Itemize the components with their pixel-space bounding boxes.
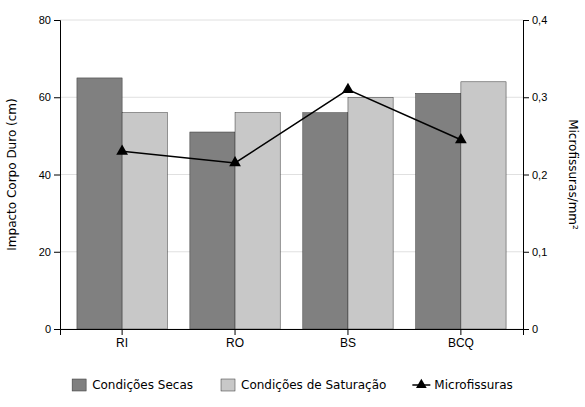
tick-mark [54,20,60,21]
legend-swatch [72,379,86,391]
marker [455,133,467,143]
legend-label: Condições de Saturação [241,378,386,392]
bar-series [122,82,506,329]
tick: 60 [39,91,60,103]
axis-line [54,21,61,330]
tick-mark [460,329,461,335]
legend-label: Microfissuras [434,378,513,392]
tick-label: RI [116,336,128,350]
tick-label: 0,1 [532,246,547,258]
legend-item: Condições Secas [72,378,193,392]
tick-mark [54,252,60,253]
grid [60,20,523,329]
grid-line [60,20,523,21]
legend: Condições Secas Condições de Saturação Mic… [72,378,513,392]
tick-label: 60 [39,91,51,103]
bar [348,97,393,329]
tick-label: 0,2 [532,169,547,181]
tick: 80 [39,14,60,26]
tick: 20 [39,246,60,258]
bar [122,113,167,329]
legend-marker [416,379,427,388]
tick-mark [122,329,123,335]
marker [342,83,354,93]
y2-axis: 0 0,1 0,2 0,3 0,4 [523,14,547,335]
tick-label: 0 [45,323,51,335]
bar [461,82,506,329]
tick: 0 [523,323,538,335]
legend-label: Condições Secas [92,378,193,392]
bar [303,113,348,329]
tick-label: 40 [39,169,51,181]
axis-line [61,330,524,336]
tick-label: 80 [39,14,51,26]
bar [77,78,122,329]
legend-swatch [221,379,235,391]
line [122,90,461,163]
tick-mark [523,329,529,330]
marker [229,156,241,166]
tick-label: 0 [532,323,538,335]
bar [235,113,280,329]
tick-mark [523,175,529,176]
tick-mark [523,20,529,21]
y-axis-title: Impacto Corpo Duro (cm) [5,98,19,250]
tick: 0,2 [523,169,547,181]
y-axis: 0 20 40 60 80 [39,14,61,335]
tick-mark [235,329,236,335]
tick-mark [347,329,348,335]
tick-label: RO [226,336,244,350]
chart: RI RO BS BCQ 0 20 40 60 80 0 0,1 0,2 0,3 0,4 Impacto C… [0,0,585,407]
bar-series [77,78,461,329]
marker [116,145,128,155]
tick-mark [54,329,60,330]
tick: 40 [39,169,60,181]
tick-mark [523,252,529,253]
tick: 0,3 [523,91,547,103]
tick-label: 20 [39,246,51,258]
tick-mark [54,175,60,176]
tick-mark [523,97,529,98]
tick: RO [226,329,244,350]
legend-item: Condições de Saturação [221,378,386,392]
tick: RI [116,329,128,350]
legend-item: Microfissuras [412,378,513,392]
tick-label: 0,4 [532,14,547,26]
tick-label: BS [340,336,356,350]
bar [416,93,461,329]
tick-mark [54,97,60,98]
y2-axis-title: Microfissuras/mm² [566,119,580,230]
axis-line [524,21,530,330]
tick-label: 0,3 [532,91,547,103]
tick: 0,1 [523,246,547,258]
plot: RI RO BS BCQ 0 20 40 60 80 0 0,1 0,2 0,3 0,4 Impacto C… [5,14,580,350]
tick: 0 [45,323,60,335]
tick: 0,4 [523,14,547,26]
tick-label: BCQ [448,336,474,350]
x-axis: RI RO BS BCQ [61,329,524,350]
tick: BS [340,329,356,350]
tick: BCQ [448,329,474,350]
marks [77,78,506,329]
